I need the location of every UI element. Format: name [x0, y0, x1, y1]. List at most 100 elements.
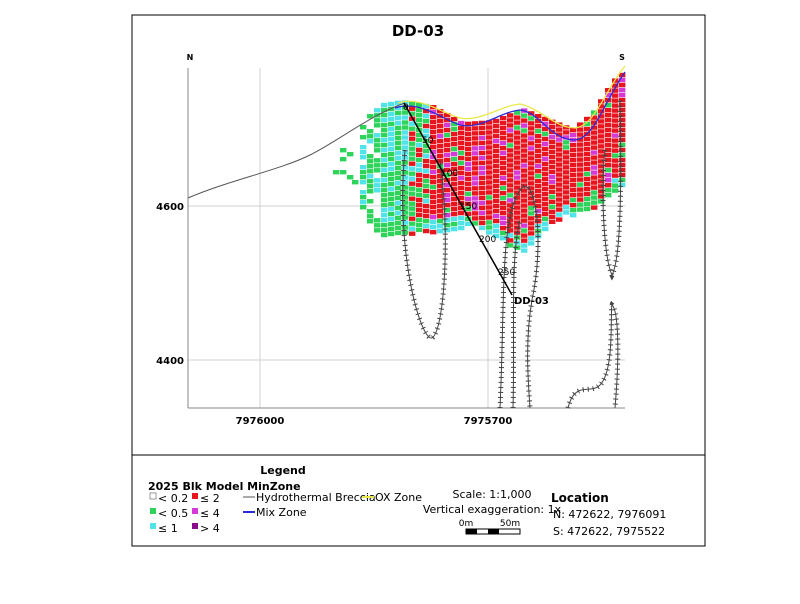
block — [535, 129, 542, 134]
block — [437, 108, 444, 114]
block — [535, 179, 542, 184]
block — [598, 99, 605, 104]
north-label: N — [187, 53, 194, 62]
block — [388, 181, 395, 187]
block — [535, 199, 542, 204]
block — [570, 173, 577, 178]
block — [423, 218, 430, 224]
block — [514, 160, 521, 165]
block — [598, 109, 605, 114]
block — [500, 196, 507, 201]
block — [416, 227, 423, 233]
block — [381, 147, 388, 153]
block — [619, 157, 626, 163]
block — [528, 216, 535, 221]
block — [528, 196, 535, 201]
block — [360, 200, 367, 205]
block — [444, 142, 451, 148]
block — [500, 221, 507, 226]
block — [598, 194, 605, 199]
block — [444, 217, 451, 223]
block — [444, 157, 451, 163]
block — [409, 151, 416, 156]
block — [381, 222, 388, 228]
block — [486, 125, 493, 130]
block — [423, 178, 430, 184]
block — [367, 139, 374, 144]
block — [577, 192, 584, 197]
block — [619, 127, 626, 133]
block — [570, 188, 577, 193]
legend-label: OX Zone — [375, 491, 422, 504]
block — [381, 182, 388, 188]
scale-ratio: Scale: 1:1,000 — [453, 488, 532, 501]
block — [584, 161, 591, 167]
block — [381, 202, 388, 208]
block — [563, 150, 570, 155]
block — [514, 210, 521, 215]
block — [423, 183, 430, 189]
block — [521, 248, 528, 253]
block — [388, 196, 395, 202]
block — [563, 135, 570, 140]
block — [423, 108, 430, 114]
block — [619, 142, 626, 148]
block — [584, 116, 591, 122]
block — [612, 123, 619, 128]
block — [542, 201, 549, 207]
block — [472, 221, 479, 226]
block — [542, 171, 549, 177]
block — [388, 176, 395, 182]
block — [493, 178, 500, 184]
block — [423, 203, 430, 209]
block — [423, 103, 430, 109]
scale-start: 0m — [459, 519, 474, 529]
block — [423, 228, 430, 234]
block — [486, 155, 493, 160]
block — [563, 190, 570, 195]
block — [430, 220, 437, 225]
block — [374, 178, 381, 183]
block — [577, 187, 584, 192]
block — [563, 130, 570, 135]
legend-label: ≤ 1 — [158, 522, 178, 535]
block — [500, 186, 507, 191]
block — [444, 162, 451, 168]
block — [416, 102, 423, 108]
block — [605, 143, 612, 148]
block — [402, 135, 409, 140]
block — [430, 180, 437, 185]
block — [514, 125, 521, 130]
block — [423, 148, 430, 154]
block — [493, 228, 500, 234]
block — [472, 201, 479, 206]
block — [402, 215, 409, 220]
legend-label: Mix Zone — [256, 506, 307, 519]
block — [612, 133, 619, 138]
block — [451, 136, 458, 142]
block — [479, 135, 486, 141]
block — [367, 189, 374, 194]
block — [374, 118, 381, 123]
location-title: Location — [551, 491, 609, 505]
block — [486, 145, 493, 150]
block — [598, 164, 605, 169]
block — [514, 165, 521, 170]
block — [423, 143, 430, 149]
block — [430, 200, 437, 205]
block — [556, 182, 563, 187]
block — [444, 117, 451, 123]
block — [381, 102, 388, 108]
block — [458, 205, 465, 211]
block — [619, 137, 626, 143]
block — [521, 233, 528, 238]
block — [444, 127, 451, 133]
block — [430, 130, 437, 135]
block — [493, 143, 500, 149]
block — [409, 146, 416, 151]
block — [451, 171, 458, 177]
block — [577, 147, 584, 152]
block — [395, 210, 402, 216]
block — [507, 243, 514, 248]
block — [381, 197, 388, 203]
